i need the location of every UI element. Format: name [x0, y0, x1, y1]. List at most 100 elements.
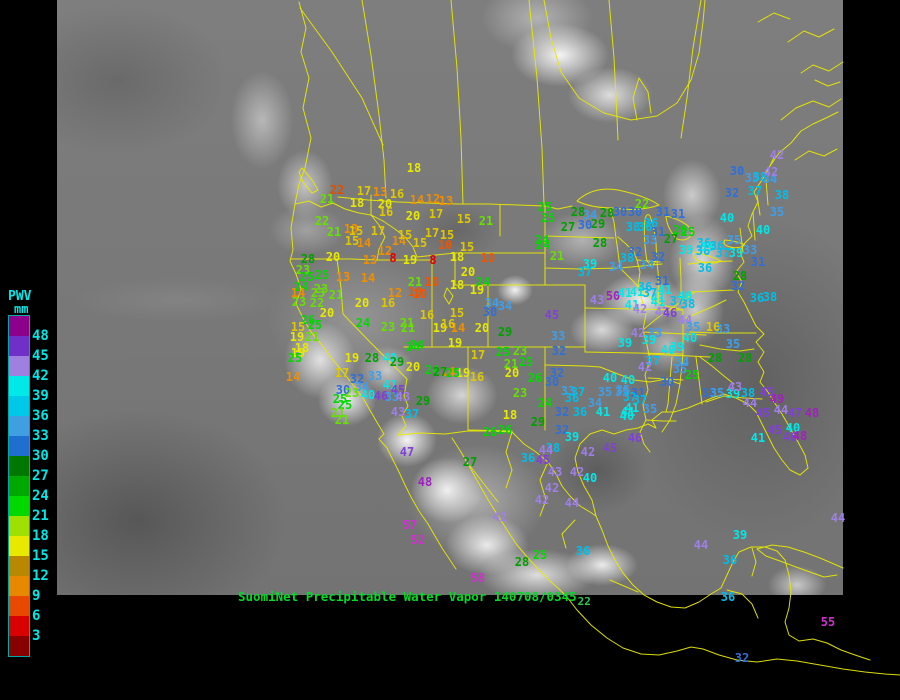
station-pwv-value: 23: [512, 386, 528, 400]
legend-swatch: [9, 376, 29, 396]
legend-swatch: [9, 636, 29, 656]
station-pwv-value: 36: [695, 244, 711, 258]
station-pwv-value: 25: [684, 368, 700, 382]
station-pwv-value: 45: [390, 383, 406, 397]
station-pwv-value: 21: [326, 225, 342, 239]
station-pwv-value: 22: [329, 183, 345, 197]
station-pwv-value: 40: [619, 409, 635, 423]
station-pwv-value: 43: [395, 390, 411, 404]
legend-swatch: [9, 536, 29, 556]
station-pwv-value: 44: [677, 313, 693, 327]
station-pwv-value: 21: [334, 413, 350, 427]
legend-value-label: 27: [32, 468, 49, 484]
station-pwv-value: 18: [406, 161, 422, 175]
station-pwv-value: 13: [343, 222, 359, 236]
station-pwv-value: 44: [693, 538, 709, 552]
station-pwv-value: 30: [544, 375, 560, 389]
station-pwv-value: 38: [774, 188, 790, 202]
legend-value-label: 12: [32, 568, 49, 584]
station-pwv-value: 15: [348, 224, 364, 238]
station-pwv-value: 39: [582, 257, 598, 271]
station-pwv-value: 34: [762, 172, 778, 186]
station-pwv-value: 25: [299, 270, 315, 284]
station-pwv-value: 45: [755, 406, 771, 420]
station-pwv-value: 29: [415, 394, 431, 408]
station-pwv-value: 29: [389, 355, 405, 369]
station-pwv-value: 37: [715, 246, 731, 260]
station-pwv-value: 21: [330, 406, 346, 420]
station-pwv-value: 19: [402, 253, 418, 267]
station-pwv-value: 33: [647, 326, 663, 340]
coastline-west: [289, 1, 457, 570]
station-pwv-value: 32: [650, 250, 666, 264]
station-pwv-value: 19: [432, 321, 448, 335]
legend-swatch: [9, 576, 29, 596]
station-pwv-value: 14: [391, 234, 407, 248]
station-pwv-value: 40: [602, 371, 618, 385]
station-pwv-value: 36: [722, 553, 738, 567]
station-pwv-value: 24: [475, 275, 491, 289]
legend-title: PWV: [8, 289, 32, 304]
caption-text: SuomiNet Precipitable Water Vapor 140708…: [238, 589, 577, 604]
station-pwv-value: 45: [602, 441, 618, 455]
legend-swatch: [9, 356, 29, 376]
station-pwv-value: 28: [732, 269, 748, 283]
station-pwv-value: 23: [291, 295, 307, 309]
station-pwv-value: 25: [287, 351, 303, 365]
station-pwv-value: 26: [482, 425, 498, 439]
station-pwv-value: 40: [719, 211, 735, 225]
coastline-cuba: [756, 544, 844, 578]
station-pwv-value: 42: [569, 465, 585, 479]
station-pwv-value: 32: [734, 651, 750, 665]
station-pwv-value: 33: [742, 243, 758, 257]
station-pwv-value: 32: [730, 279, 746, 293]
station-pwv-value: 33: [715, 322, 731, 336]
station-pwv-value: 35: [642, 402, 658, 416]
station-pwv-value: 52: [410, 533, 426, 547]
station-pwv-value: 21: [400, 321, 416, 335]
station-pwv-value: 28: [737, 351, 753, 365]
station-pwv-value: 14: [285, 370, 301, 384]
station-pwv-value: 36: [637, 220, 653, 234]
station-pwv-value: 19: [344, 351, 360, 365]
station-pwv-value: 30: [729, 164, 745, 178]
station-pwv-value: 37: [642, 286, 658, 300]
station-pwv-value: 27: [663, 232, 679, 246]
station-pwv-value: 27: [462, 455, 478, 469]
station-pwv-value: 24: [355, 316, 371, 330]
station-pwv-value: 25: [540, 211, 556, 225]
station-pwv-value: 39: [617, 336, 633, 350]
station-pwv-value: 34: [497, 299, 513, 313]
station-pwv-value: 15: [449, 306, 465, 320]
station-pwv-value: 35: [615, 383, 631, 397]
station-pwv-value: 34: [484, 296, 500, 310]
station-pwv-value: 36: [643, 216, 659, 230]
station-pwv-value: 35: [726, 233, 742, 247]
legend-swatch: [9, 316, 29, 336]
legend-swatch: [9, 496, 29, 516]
station-pwv-value: 40: [785, 421, 801, 435]
station-pwv-value: 33: [367, 369, 383, 383]
legend-swatch: [9, 516, 29, 536]
station-pwv-value: 26: [672, 223, 688, 237]
station-pwv-value: 29: [530, 415, 546, 429]
legend-swatch: [9, 596, 29, 616]
station-pwv-value: 8: [429, 253, 437, 267]
station-pwv-value: 37: [622, 390, 638, 404]
station-pwv-value: 23: [344, 386, 360, 400]
station-pwv-value: 35: [685, 320, 701, 334]
station-pwv-value: 36: [572, 405, 588, 419]
station-pwv-value: 26: [300, 313, 316, 327]
station-pwv-value: 35: [672, 362, 688, 376]
station-pwv-value: 41: [624, 298, 640, 312]
station-pwv-value: 26: [497, 423, 513, 437]
station-pwv-value: 39: [641, 333, 657, 347]
station-pwv-value: 37: [404, 407, 420, 421]
station-pwv-value: 20: [319, 306, 335, 320]
station-pwv-value: 48: [417, 475, 433, 489]
station-pwv-value: 32: [349, 372, 365, 386]
station-pwv-value: 25: [518, 355, 534, 369]
station-pwv-value: 38: [619, 251, 635, 265]
legend-value-label: 24: [32, 488, 49, 504]
